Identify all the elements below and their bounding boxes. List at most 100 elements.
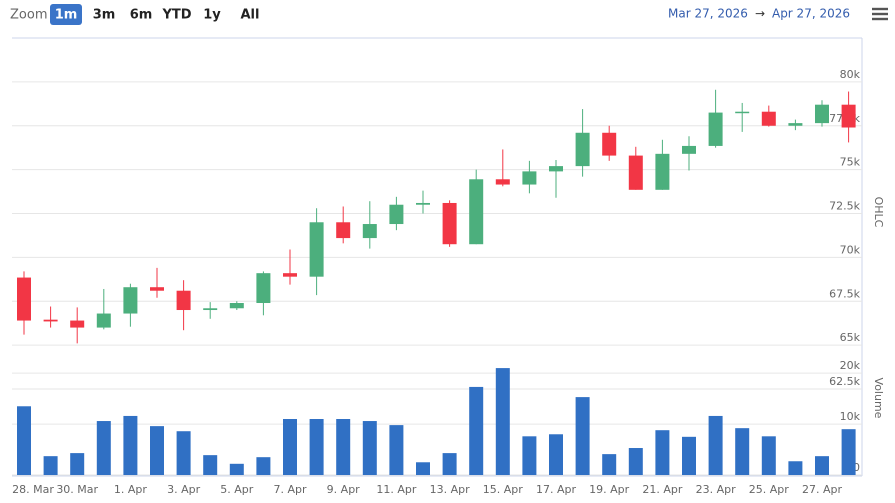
range-button[interactable]: All (241, 8, 260, 23)
volume-bar (522, 436, 537, 475)
y-tick-label: 75k (840, 156, 861, 169)
candle-body (70, 320, 85, 328)
candle-body (788, 123, 803, 126)
volume-bar (442, 453, 457, 475)
x-tick-label: 9. Apr (327, 483, 360, 496)
y-tick-label: 72.5k (829, 200, 860, 213)
volume-bar (96, 421, 111, 475)
volume-bar (549, 434, 563, 475)
x-tick-label: 19. Apr (589, 483, 629, 496)
range-button[interactable]: 3m (93, 8, 116, 23)
volume-bar (176, 431, 191, 475)
x-tick-label: 13. Apr (430, 483, 470, 496)
candle-body (761, 111, 776, 126)
candle-body (96, 313, 111, 328)
x-tick-label: 7. Apr (273, 483, 306, 496)
x-tick-label: 11. Apr (376, 483, 416, 496)
y-axis-title: Volume (872, 378, 885, 419)
volume-bar (362, 421, 377, 475)
menu-button[interactable] (870, 5, 890, 23)
candle-body (602, 132, 617, 156)
candle-body (469, 179, 484, 245)
candle-body (841, 104, 856, 128)
candle-body (522, 171, 537, 185)
candle-body (735, 111, 750, 114)
candle-body (256, 273, 271, 304)
candle-body (309, 222, 324, 277)
x-tick-label: 15. Apr (483, 483, 523, 496)
range-button-bg[interactable] (50, 4, 82, 25)
volume-bar (735, 428, 750, 475)
volume-bar (336, 419, 351, 475)
candle-body (362, 224, 377, 239)
volume-bar (389, 425, 404, 475)
x-tick-label: 1. Apr (114, 483, 147, 496)
y-tick-label: 80k (840, 68, 861, 81)
x-tick-label: 17. Apr (536, 483, 576, 496)
candle-body (176, 290, 191, 311)
x-tick-label: 3. Apr (167, 483, 200, 496)
x-tick-label: 5. Apr (220, 483, 253, 496)
y-tick-label: 65k (840, 331, 861, 344)
volume-bar (655, 430, 670, 475)
volume-bar (70, 453, 85, 475)
candle-body (495, 179, 510, 185)
volume-bar (17, 406, 31, 475)
candle-body (283, 273, 297, 277)
candle-body (682, 145, 696, 154)
date-from[interactable]: Mar 27, 2026 (668, 7, 748, 21)
candle-body (17, 277, 31, 321)
candle-body (150, 287, 164, 291)
candle-body (708, 112, 723, 146)
range-button[interactable]: 1y (203, 8, 221, 23)
candle-body (416, 202, 430, 205)
candle-body (815, 104, 829, 124)
volume-bar (628, 448, 643, 475)
x-tick-label: 23. Apr (696, 483, 736, 496)
range-button[interactable]: 6m (130, 8, 153, 23)
volume-bar (682, 436, 696, 475)
volume-bar (309, 419, 324, 475)
volume-bar (495, 368, 510, 475)
volume-bar (841, 429, 856, 475)
date-separator: → (755, 7, 765, 21)
candle-body (336, 222, 351, 239)
zoom-label: Zoom (10, 8, 47, 23)
volume-bar (123, 415, 138, 475)
volume-bar (708, 415, 723, 475)
range-button[interactable]: 1m (55, 8, 78, 23)
candle-body (123, 287, 138, 314)
y-tick-label: 70k (840, 243, 861, 256)
candle-body (549, 166, 563, 172)
y-tick-label: 10k (840, 410, 861, 423)
volume-bar (283, 419, 297, 475)
candle-body (203, 308, 218, 311)
y-tick-label: 0 (853, 461, 860, 474)
volume-bar (602, 454, 617, 475)
x-tick-label: 21. Apr (642, 483, 682, 496)
volume-bar (575, 397, 590, 475)
x-tick-label: 27. Apr (802, 483, 842, 496)
y-tick-label: 62.5k (829, 375, 860, 388)
volume-bar (203, 455, 218, 475)
y-tick-label: 20k (840, 359, 861, 372)
date-to[interactable]: Apr 27, 2026 (772, 7, 850, 21)
y-tick-label: 67.5k (829, 287, 860, 300)
candle-body (655, 153, 670, 190)
candle-body (575, 132, 590, 167)
candle-body (442, 202, 457, 245)
volume-bar (416, 462, 430, 475)
x-tick-label: 30. Mar (56, 483, 98, 496)
volume-bar (256, 457, 271, 475)
x-tick-label: 25. Apr (749, 483, 789, 496)
range-button[interactable]: YTD (161, 8, 191, 23)
volume-bar (150, 426, 164, 475)
volume-bar (229, 463, 244, 475)
candle-body (43, 319, 58, 322)
candle-body (389, 204, 404, 225)
candle-body (229, 303, 244, 309)
x-tick-label: 28. Mar (12, 483, 54, 496)
volume-bar (788, 461, 803, 475)
